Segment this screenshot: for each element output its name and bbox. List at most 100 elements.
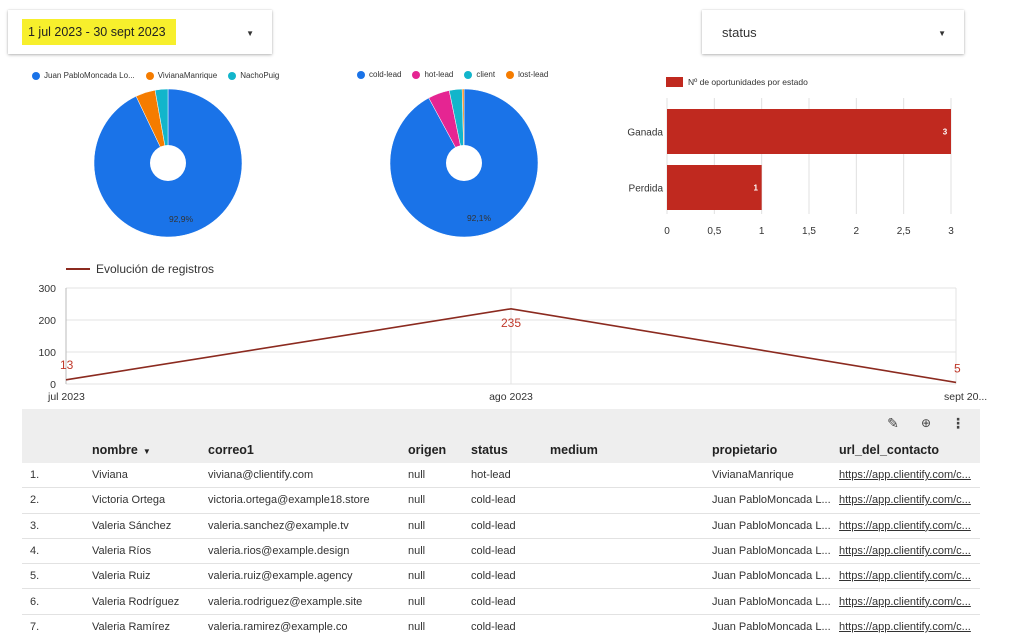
table-row[interactable]: 1. Viviana viviana@clientify.com null hot-le… — [22, 463, 980, 489]
more-vert-icon[interactable]: ⋮ — [951, 415, 965, 431]
x-tick-label: 1 — [759, 226, 765, 237]
legend-label: Nº de oportunidades por estado — [688, 77, 808, 87]
table-row[interactable]: 3. Valeria Sánchez valeria.sanchez@example… — [22, 514, 980, 539]
legend-label: client — [476, 70, 496, 79]
table-header: nombre ▼ correo1 origen status medium pro… — [22, 437, 980, 463]
row-number: 7. — [30, 620, 40, 633]
cell-correo1: valeria.ramirez@example.co — [208, 620, 348, 633]
bar[interactable] — [667, 109, 951, 154]
cell-propietario: Juan PabloMoncada L... — [712, 519, 831, 532]
table-row[interactable]: 7. Valeria Ramírez valeria.ramirez@example… — [22, 615, 980, 638]
legend-swatch — [32, 71, 40, 80]
table-row[interactable]: 4. Valeria Ríos valeria.rios@example.desig… — [22, 539, 980, 565]
cell-origen: null — [408, 595, 426, 608]
cell-nombre: Valeria Ramírez — [92, 620, 171, 633]
cell-origen: null — [408, 494, 426, 507]
cell-nombre: Viviana — [92, 469, 128, 482]
cell-url[interactable]: https://app.clientify.com/c... — [839, 620, 971, 633]
table-row[interactable]: 6. Valeria Rodríguez valeria.rodriguez@exa… — [22, 589, 980, 615]
legend-swatch — [66, 268, 90, 270]
legend-label: VivianaManrique — [157, 71, 218, 80]
cell-correo1: valeria.rios@example.design — [208, 545, 350, 558]
column-header-url[interactable]: url_del_contacto — [839, 443, 940, 457]
legend-swatch — [666, 77, 683, 87]
row-number: 1. — [30, 469, 40, 482]
cell-url[interactable]: https://app.clientify.com/c... — [839, 595, 971, 608]
legend-swatch — [145, 71, 154, 80]
legend-item[interactable]: Juan PabloMoncada Lo... — [32, 71, 135, 80]
legend-item[interactable]: lost-lead — [506, 70, 548, 79]
legend-label: cold-lead — [369, 70, 402, 79]
cell-correo1: victoria.ortega@example18.store — [208, 494, 370, 507]
legend-label: Evolución de registros — [96, 262, 215, 276]
column-header-correo1[interactable]: correo1 — [208, 443, 254, 457]
column-header-nombre[interactable]: nombre ▼ — [92, 443, 151, 457]
x-tick-label: jul 2023 — [47, 391, 85, 403]
column-header-medium[interactable]: medium — [550, 443, 598, 457]
cell-nombre: Valeria Rodríguez — [92, 595, 180, 608]
cell-url[interactable]: https://app.clientify.com/c... — [839, 570, 971, 583]
table-row[interactable]: 2. Victoria Ortega victoria.ortega@example… — [22, 488, 980, 514]
line-legend: Evolución de registros — [66, 262, 214, 276]
column-header-label: nombre — [92, 443, 138, 457]
cell-url[interactable]: https://app.clientify.com/c... — [839, 494, 971, 507]
category-label: Perdida — [629, 184, 664, 195]
column-header-origen[interactable]: origen — [408, 443, 447, 457]
cell-origen: null — [408, 570, 426, 583]
table-row[interactable]: 5. Valeria Ruiz valeria.ruiz@example.agenc… — [22, 564, 980, 590]
bar-chart-opportunities[interactable]: 0 0,5 1 1,5 2 2,5 3 Ganada 3 Perdida 1 — [620, 96, 1000, 246]
column-header-status[interactable]: status — [471, 443, 508, 457]
caret-down-icon: ▼ — [142, 447, 151, 456]
status-filter-control[interactable]: status ▼ — [702, 10, 964, 54]
bar-legend: Nº de oportunidades por estado — [666, 77, 808, 87]
cell-origen: null — [408, 620, 426, 633]
cell-url[interactable]: https://app.clientify.com/c... — [839, 545, 971, 558]
cell-correo1: valeria.ruiz@example.agency — [208, 570, 353, 583]
cell-correo1: valeria.rodriguez@example.site — [208, 595, 363, 608]
row-number: 6. — [30, 595, 40, 608]
table-body: 1. Viviana viviana@clientify.com null hot-le… — [22, 463, 980, 638]
legend-item[interactable]: VivianaManrique — [145, 71, 218, 80]
point-label: 235 — [501, 316, 521, 330]
cell-status: cold-lead — [471, 570, 516, 583]
y-tick-label: 200 — [38, 315, 56, 327]
cell-url[interactable]: https://app.clientify.com/c... — [839, 469, 971, 482]
legend-swatch — [357, 70, 365, 79]
column-header-propietario[interactable]: propietario — [712, 443, 778, 457]
legend-label: Juan PabloMoncada Lo... — [44, 71, 135, 80]
cell-nombre: Victoria Ortega — [92, 494, 166, 507]
row-number: 2. — [30, 494, 40, 507]
zoom-icon[interactable]: ⊕ — [920, 416, 932, 430]
legend-item[interactable]: NachoPuig — [228, 71, 279, 80]
pie-slice[interactable] — [389, 88, 539, 238]
x-tick-label: ago 2023 — [489, 391, 533, 403]
cell-nombre: Valeria Sánchez — [92, 519, 172, 532]
bar[interactable] — [667, 165, 762, 210]
cell-propietario: Juan PabloMoncada L... — [712, 494, 831, 507]
legend-item[interactable]: hot-lead — [412, 70, 453, 79]
point-label: 5 — [954, 361, 961, 375]
pie-slice[interactable] — [461, 88, 465, 164]
pie-percentage-label: 92,1% — [467, 213, 492, 223]
pie-slice[interactable] — [154, 88, 169, 164]
x-tick-label: 3 — [948, 226, 954, 237]
legend-swatch — [412, 70, 421, 79]
cell-propietario: Juan PabloMoncada L... — [712, 545, 831, 558]
pie-percentage-label: 92,9% — [169, 214, 194, 224]
series-line[interactable] — [65, 307, 957, 384]
date-range-control[interactable]: 1 jul 2023 - 30 sept 2023 ▼ — [8, 10, 272, 54]
legend-item[interactable]: cold-lead — [357, 70, 401, 79]
cell-status: cold-lead — [471, 494, 516, 507]
dropdown-caret-icon: ▼ — [938, 29, 946, 38]
pie1-legend: Juan PabloMoncada Lo... VivianaManrique … — [32, 71, 290, 80]
pencil-icon[interactable]: ✎ — [887, 415, 899, 431]
pie-chart-status[interactable]: 92,1% — [384, 83, 544, 243]
legend-item[interactable]: client — [464, 70, 495, 79]
dropdown-caret-icon: ▼ — [246, 29, 254, 38]
cell-nombre: Valeria Ruiz — [92, 570, 151, 583]
pie-chart-owners[interactable]: 92,9% — [88, 83, 248, 243]
table-toolbar: ✎ ⊕ ⋮ — [22, 409, 980, 437]
cell-url[interactable]: https://app.clientify.com/c... — [839, 519, 971, 532]
cell-status: cold-lead — [471, 545, 516, 558]
